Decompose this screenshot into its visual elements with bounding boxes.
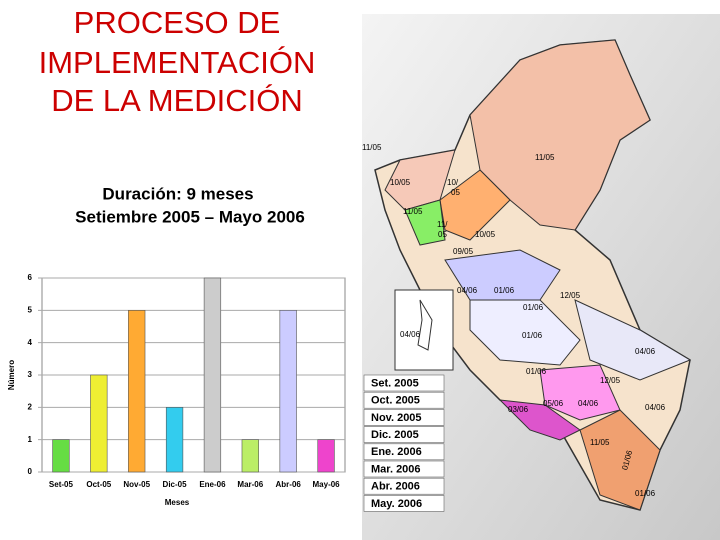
- legend-label: Dic. 2005: [371, 429, 419, 441]
- x-tick-label: Oct-05: [86, 480, 111, 489]
- map: [374, 39, 692, 511]
- y-axis-label: Número: [7, 360, 16, 390]
- bar: [52, 439, 70, 473]
- x-axis-label: Meses: [165, 498, 190, 507]
- map-label: 11/05: [535, 153, 555, 162]
- region: [404, 199, 446, 246]
- legend-label: Mar. 2006: [371, 463, 421, 475]
- x-tick-label: May-06: [313, 480, 341, 489]
- map-label: 01/06: [523, 303, 544, 312]
- map-label: 01/06: [526, 367, 547, 376]
- y-tick-label: 1: [28, 435, 33, 444]
- x-tick-label: Nov-05: [123, 480, 150, 489]
- legend-label: Nov. 2005: [371, 412, 422, 424]
- region: [539, 364, 621, 421]
- region: [444, 249, 561, 301]
- map-label: 11/05: [590, 438, 610, 447]
- map-label: 04/06: [400, 330, 421, 339]
- map-label: 03/06: [508, 405, 529, 414]
- legend-item: [363, 391, 445, 409]
- map-label: 01/06: [494, 286, 515, 295]
- bar: [279, 310, 297, 473]
- map-label: 04/06: [635, 347, 656, 356]
- title-line: DE LA MEDICIÓN: [51, 83, 303, 118]
- map-label: 05: [451, 188, 460, 197]
- map-label: 09/05: [453, 247, 474, 256]
- map-label: 04/06: [578, 399, 599, 408]
- legend-item: [363, 460, 445, 478]
- legend-label: Set. 2005: [371, 377, 419, 389]
- legend-label: Ene. 2006: [371, 446, 422, 458]
- legend-item: [363, 374, 445, 392]
- map-label: 11/: [437, 220, 448, 229]
- y-tick-label: 6: [28, 273, 33, 282]
- bar: [128, 310, 146, 473]
- bar: [90, 374, 108, 473]
- y-tick-label: 4: [28, 338, 33, 347]
- legend-label: Oct. 2005: [371, 395, 420, 407]
- region: [469, 299, 581, 366]
- map-label: 12/05: [600, 376, 621, 385]
- map-label: 12/05: [560, 291, 581, 300]
- bar: [165, 407, 184, 473]
- y-tick-label: 2: [28, 402, 33, 411]
- y-tick-label: 5: [28, 305, 33, 314]
- region: [439, 169, 511, 241]
- map-label: 05: [438, 230, 447, 239]
- subtitle-line: Duración: 9 meses: [102, 184, 253, 203]
- map-label: 05/06: [543, 399, 564, 408]
- title-line: PROCESO DE: [74, 5, 281, 40]
- x-tick-label: Abr-06: [276, 480, 302, 489]
- y-tick-label: 0: [28, 467, 33, 476]
- x-tick-label: Dic-05: [163, 480, 188, 489]
- bar: [203, 277, 222, 473]
- map-label: 10/05: [390, 178, 411, 187]
- x-tick-label: Mar-06: [237, 480, 263, 489]
- map-label: 01/06: [635, 489, 656, 498]
- map-label: 11/05: [362, 143, 382, 152]
- x-tick-label: Ene-06: [199, 480, 226, 489]
- title: PROCESO DE IMPLEMENTACIÓN DE LA MEDICIÓN…: [39, 5, 316, 226]
- legend-item: [363, 409, 445, 426]
- map-label: 11/05: [403, 207, 423, 216]
- legend-label: Abr. 2006: [371, 481, 420, 493]
- map-label: 04/06: [457, 286, 478, 295]
- map-label: 04/06: [645, 403, 666, 412]
- legend-item: [363, 477, 445, 495]
- title-line: IMPLEMENTACIÓN: [39, 45, 316, 80]
- map-label: 01/06: [522, 331, 543, 340]
- map-label: 10/05: [475, 230, 496, 239]
- subtitle-line: Setiembre 2005 – Mayo 2006: [75, 207, 305, 226]
- map-label: 10/: [447, 178, 459, 187]
- region: [579, 409, 661, 511]
- bar: [317, 439, 335, 473]
- bar: [241, 439, 259, 473]
- legend-label: May. 2006: [371, 498, 422, 510]
- inset-shape: [417, 299, 433, 351]
- x-tick-label: Set-05: [49, 480, 74, 489]
- region: [498, 399, 581, 441]
- legend-item: [363, 443, 445, 461]
- legend-item: [363, 495, 445, 512]
- legend-item: [363, 426, 445, 443]
- region: [574, 299, 692, 381]
- y-tick-label: 3: [28, 370, 33, 379]
